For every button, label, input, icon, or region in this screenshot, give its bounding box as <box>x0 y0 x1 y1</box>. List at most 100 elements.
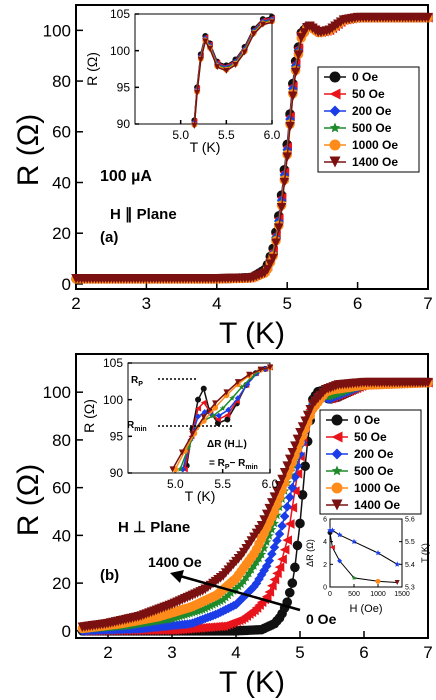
inset-data-point <box>238 384 245 390</box>
inset-data-point <box>202 38 209 45</box>
data-point <box>290 486 300 496</box>
panel-b-inset2-frame <box>329 518 403 588</box>
y-tick-label: 100 <box>103 393 123 407</box>
field-arrow <box>170 570 301 612</box>
data-point <box>272 535 282 546</box>
delta-r-point <box>329 544 335 550</box>
y-tick-right-label: 5.5 <box>405 539 415 546</box>
x-tick-label: 4 <box>231 643 240 662</box>
data-point <box>279 177 290 188</box>
data-point <box>331 389 341 399</box>
data-point <box>195 605 205 615</box>
panel-a-label: (a) <box>100 229 118 246</box>
x-tick-label: 0 <box>328 591 332 598</box>
t-min-point <box>375 550 381 556</box>
panel-a-y-ticks: 0 20 40 60 80 100 <box>43 21 83 294</box>
panel-a: 2 3 4 5 6 7 0 20 40 60 80 100 T (K) R (Ω) 100 µA H… <box>12 4 433 350</box>
field-arrow-head <box>170 570 184 583</box>
panel-a-legend: 0 Oe 50 Oe 200 Oe 500 Oe 1000 Oe 1400 Oe <box>317 66 420 173</box>
inset-data-point <box>224 416 231 423</box>
inset-data-point <box>200 414 207 421</box>
data-point <box>236 594 246 605</box>
legend-label: 200 Oe <box>354 447 394 461</box>
legend-marker <box>331 431 343 443</box>
t-min-point <box>329 527 336 533</box>
data-point <box>274 529 285 539</box>
data-point <box>274 562 285 572</box>
data-point <box>180 610 190 619</box>
annotation-0-oe: 0 Oe <box>306 611 337 627</box>
panel-a-legend-frame <box>317 66 420 173</box>
x-tick-label: 5.5 <box>214 477 231 491</box>
panel-a-inset: 5.0 5.5 6.0 90 95 100 105 T (K) R (Ω) <box>84 7 281 155</box>
legend-label: 50 Oe <box>354 430 387 444</box>
panel-b-frame <box>75 353 429 639</box>
y-tick-label: 60 <box>52 123 71 142</box>
inset-data-point <box>212 400 219 407</box>
data-point <box>216 596 226 605</box>
y-tick-label: 105 <box>110 7 130 21</box>
x-tick-label: 6 <box>359 643 368 662</box>
data-point <box>205 601 215 611</box>
data-point <box>193 606 203 616</box>
legend-marker <box>329 71 341 83</box>
x-tick-label: 2 <box>71 294 80 313</box>
data-point <box>257 549 267 559</box>
x-tick-label: 6 <box>353 294 362 313</box>
inset-data-point <box>223 389 230 396</box>
t-min-point <box>351 538 357 545</box>
x-tick-label: 5.5 <box>218 128 235 142</box>
inset-data-point <box>269 19 275 26</box>
inset-data-point <box>267 364 273 371</box>
panel-b-xlabel: T (K) <box>219 666 285 699</box>
y-tick-label: 40 <box>52 173 71 192</box>
legend-label: 1400 Oe <box>352 155 398 169</box>
data-point <box>223 590 233 600</box>
data-point <box>300 461 310 471</box>
legend-marker <box>329 88 341 100</box>
data-point <box>290 67 301 78</box>
data-point <box>213 597 223 607</box>
legend-label: 1000 Oe <box>354 481 400 495</box>
panel-a-inset-xlabel: T (K) <box>190 139 221 155</box>
delta-r-point <box>375 578 381 584</box>
data-point <box>277 521 287 531</box>
delta-r-formula-a: = R <box>209 458 226 469</box>
inset-data-point <box>215 412 222 419</box>
data-point <box>200 603 210 613</box>
x-tick-label: 500 <box>348 591 360 598</box>
inset-data-point <box>234 395 241 402</box>
x-tick-label: 5.0 <box>172 128 189 142</box>
panel-a-xlabel: T (K) <box>219 317 285 350</box>
data-point <box>279 544 290 555</box>
field-arrow-line <box>179 574 301 612</box>
inset-data-point <box>191 122 198 129</box>
data-point <box>267 580 277 591</box>
rp-label-text: R <box>131 375 139 386</box>
inset-data-point <box>195 405 202 412</box>
annotation-field-perpendicular: H ⊥ Plane <box>118 519 190 536</box>
panel-a-inset-ticks: 5.0 5.5 6.0 90 95 100 105 <box>110 7 281 142</box>
y-tick-label: 90 <box>110 466 124 480</box>
inset-data-point <box>200 399 207 406</box>
inset-data-point <box>224 412 231 419</box>
data-point <box>297 490 308 500</box>
delta-r-formula-a-sub: P <box>225 464 230 471</box>
rmin-label-sub: min <box>134 426 146 433</box>
data-point <box>287 482 298 493</box>
rmin-label: Rmin <box>127 420 147 433</box>
inset-data-point <box>234 379 241 386</box>
delta-r-formula-b-sub: min <box>245 464 257 471</box>
inset-data-point <box>194 89 201 96</box>
x-tick-label: 1500 <box>394 591 410 598</box>
y-tick-label: 100 <box>110 44 130 58</box>
x-tick-label: 3 <box>142 294 151 313</box>
data-point <box>326 391 336 401</box>
panel-b-inset2-xlabel: H (Oe) <box>350 603 383 615</box>
data-point <box>284 492 295 502</box>
inset-series-line <box>171 366 271 470</box>
data-point <box>328 390 338 400</box>
annotation-current: 100 µA <box>100 168 152 185</box>
data-point <box>423 12 433 23</box>
